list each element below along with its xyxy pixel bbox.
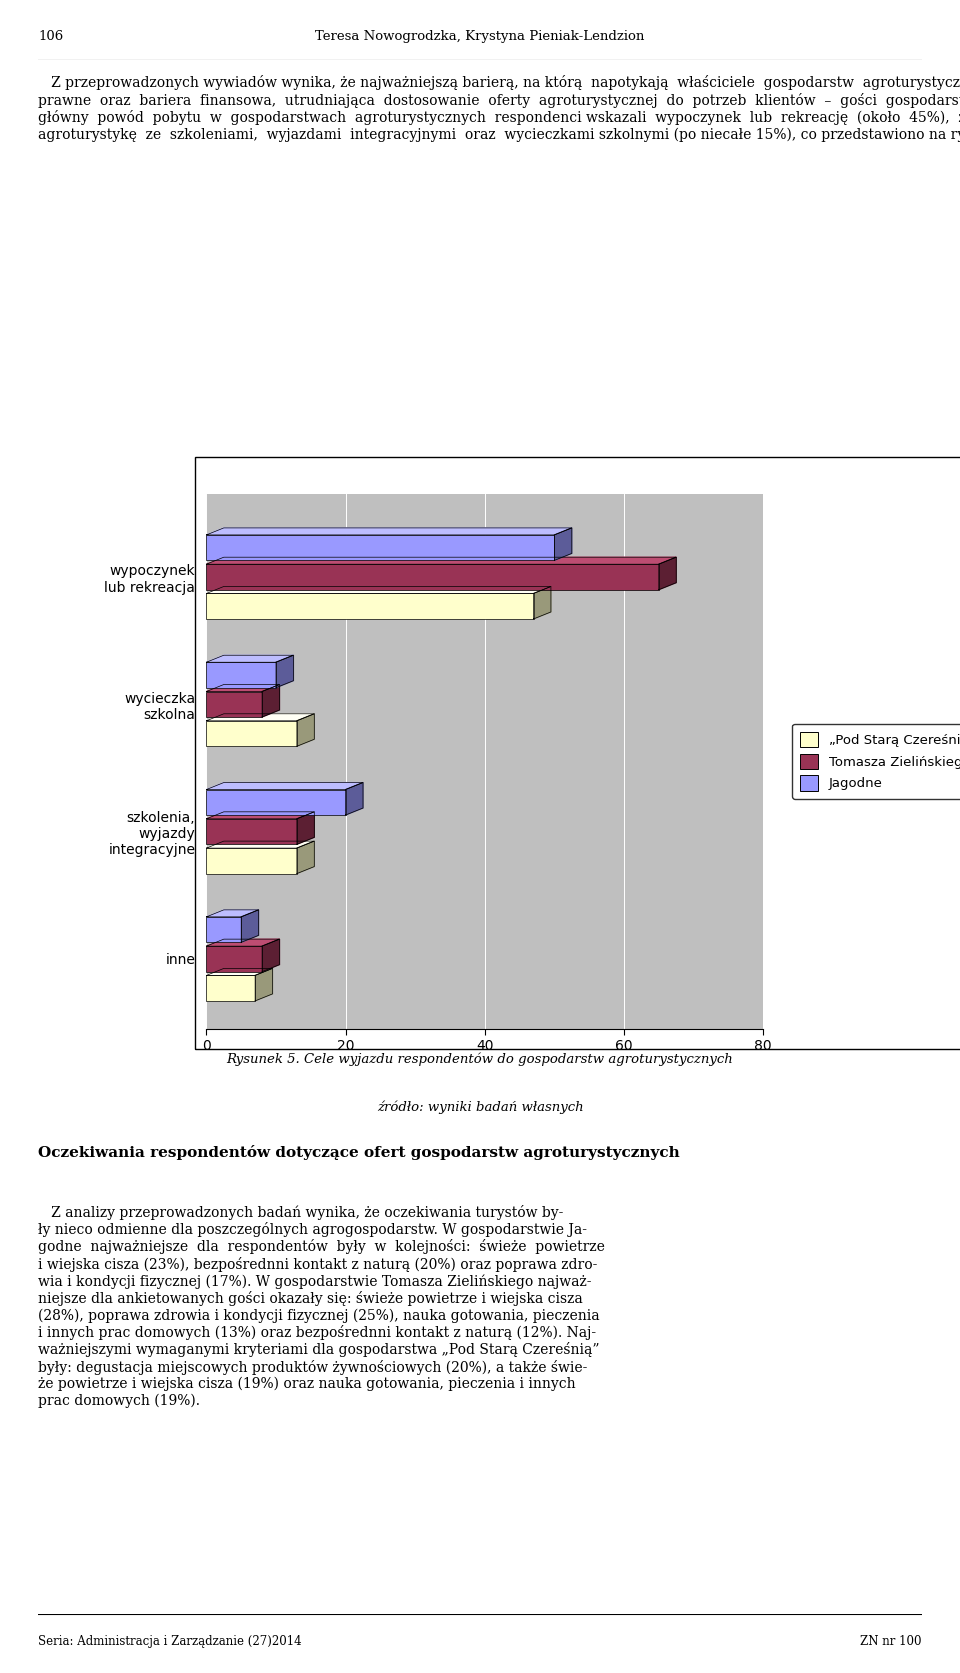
Polygon shape <box>276 656 294 688</box>
Bar <box>206 790 346 815</box>
Polygon shape <box>206 783 363 790</box>
Bar <box>206 818 297 845</box>
Bar <box>206 848 297 873</box>
Polygon shape <box>206 557 676 564</box>
Text: Z analizy przeprowadzonych badań wynika, że oczekiwania turystów by-
ły nieco od: Z analizy przeprowadzonych badań wynika,… <box>38 1205 605 1409</box>
Text: Oczekiwania respondentów dotyczące ofert gospodarstw agroturystycznych: Oczekiwania respondentów dotyczące ofert… <box>38 1146 680 1159</box>
Text: źródło: wyniki badań własnych: źródło: wyniki badań własnych <box>376 1101 584 1114</box>
Polygon shape <box>534 587 551 619</box>
Bar <box>206 947 262 972</box>
Polygon shape <box>206 910 258 917</box>
Polygon shape <box>262 684 279 718</box>
Polygon shape <box>241 910 258 942</box>
Polygon shape <box>206 529 572 535</box>
Polygon shape <box>206 842 314 848</box>
Legend: „Pod Starą Czereśnią”, Tomasza Zielińskiego, Jagodne: „Pod Starą Czereśnią”, Tomasza Zieliński… <box>792 724 960 798</box>
Bar <box>206 691 262 718</box>
Bar <box>206 535 555 560</box>
Polygon shape <box>346 783 363 815</box>
Polygon shape <box>206 714 314 721</box>
Text: Z przeprowadzonych wywiadów wynika, że najważniejszą barierą, na którą  napotyka: Z przeprowadzonych wywiadów wynika, że n… <box>38 75 960 142</box>
Polygon shape <box>297 714 314 746</box>
Polygon shape <box>262 939 279 972</box>
Text: 106: 106 <box>38 30 63 43</box>
Text: Teresa Nowogrodzka, Krystyna Pieniak-Lendzion: Teresa Nowogrodzka, Krystyna Pieniak-Len… <box>315 30 645 43</box>
Text: Seria: Administracja i Zarządzanie (27)2014: Seria: Administracja i Zarządzanie (27)2… <box>38 1635 302 1648</box>
Text: Rysunek 5. Cele wyjazdu respondentów do gospodarstw agroturystycznych: Rysunek 5. Cele wyjazdu respondentów do … <box>227 1052 733 1066</box>
Polygon shape <box>206 587 551 594</box>
Polygon shape <box>659 557 676 589</box>
Polygon shape <box>206 684 279 691</box>
Bar <box>206 917 241 942</box>
Polygon shape <box>297 842 314 873</box>
Polygon shape <box>297 811 314 845</box>
Polygon shape <box>206 939 279 947</box>
Bar <box>206 594 534 619</box>
Polygon shape <box>555 529 572 560</box>
Bar <box>206 975 255 1000</box>
Bar <box>206 564 659 589</box>
Polygon shape <box>206 969 273 975</box>
Bar <box>206 721 297 746</box>
Polygon shape <box>206 811 314 818</box>
Bar <box>206 663 276 688</box>
Polygon shape <box>206 656 294 663</box>
Polygon shape <box>255 969 273 1000</box>
Text: ZN nr 100: ZN nr 100 <box>860 1635 922 1648</box>
